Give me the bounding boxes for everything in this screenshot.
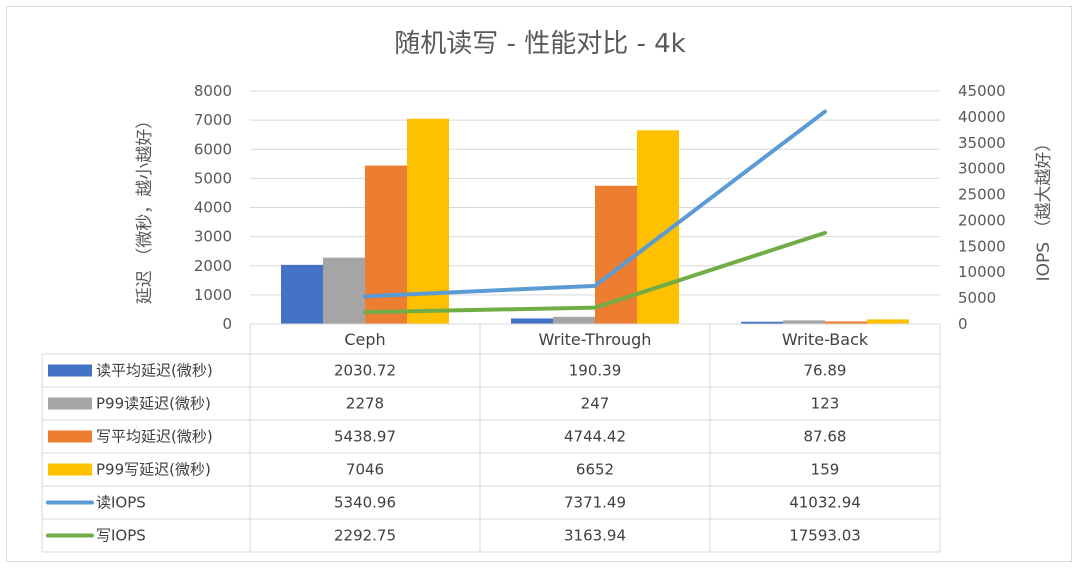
data-label: 2278	[346, 395, 384, 413]
bar	[511, 318, 553, 324]
y-left-tick-label: 3000	[194, 228, 232, 246]
bar	[281, 264, 323, 324]
data-label: 4744.42	[564, 428, 626, 446]
data-label: 247	[581, 395, 610, 413]
y-right-tick-label: 5000	[958, 289, 996, 307]
legend-label: 写平均延迟(微秒)	[96, 428, 213, 446]
data-label: 5438.97	[334, 428, 396, 446]
data-label: 5340.96	[334, 494, 396, 512]
y-right-tick-label: 20000	[958, 211, 1006, 229]
legend-swatch	[48, 364, 92, 377]
y-right-tick-label: 10000	[958, 263, 1006, 281]
bar	[741, 321, 783, 324]
legend-label: 读平均延迟(微秒)	[96, 362, 213, 380]
category-label: Ceph	[344, 330, 385, 349]
legend-swatch	[48, 430, 92, 443]
bar	[595, 185, 637, 324]
y-left-tick-label: 6000	[194, 140, 232, 158]
bar	[867, 319, 909, 324]
bar	[323, 257, 365, 324]
legend-label: 读IOPS	[96, 494, 146, 512]
y-left-axis-title: 延迟 （微秒，越小越好）	[135, 112, 155, 304]
legend-swatch	[48, 397, 92, 410]
bar	[407, 118, 449, 324]
category-label: Write-Back	[782, 330, 869, 349]
y-right-tick-label: 25000	[958, 186, 1006, 204]
y-left-tick-label: 8000	[194, 82, 232, 100]
legend-swatch	[48, 463, 92, 476]
y-left-tick-label: 2000	[194, 257, 232, 275]
data-label: 2292.75	[334, 527, 396, 545]
y-right-axis-title: IOPS （越大越好）	[1034, 135, 1054, 282]
data-label: 2030.72	[334, 362, 396, 380]
y-left-tick-label: 5000	[194, 169, 232, 187]
data-label: 190.39	[569, 362, 622, 380]
y-right-tick-label: 45000	[958, 82, 1006, 100]
data-label: 17593.03	[789, 527, 861, 545]
chart-frame	[6, 6, 1072, 562]
y-left-tick-label: 7000	[194, 111, 232, 129]
data-label: 6652	[576, 461, 614, 479]
bar	[825, 321, 867, 324]
data-label: 7371.49	[564, 494, 626, 512]
y-left-tick-label: 1000	[194, 286, 232, 304]
series-line	[363, 230, 827, 315]
data-label: 123	[811, 395, 840, 413]
y-left-tick-label: 0	[222, 315, 232, 333]
data-label: 76.89	[804, 362, 847, 380]
bar	[365, 165, 407, 324]
y-right-tick-label: 0	[958, 315, 968, 333]
chart-title: 随机读写 - 性能对比 - 4k	[394, 29, 685, 59]
y-right-tick-label: 40000	[958, 108, 1006, 126]
data-label: 3163.94	[564, 527, 626, 545]
y-right-tick-label: 35000	[958, 134, 1006, 152]
data-label: 159	[811, 461, 840, 479]
legend-label: P99读延迟(微秒)	[96, 395, 211, 413]
bar	[553, 316, 595, 324]
bar	[783, 320, 825, 324]
y-left-tick-label: 4000	[194, 199, 232, 217]
legend-label: P99写延迟(微秒)	[96, 461, 211, 479]
category-label: Write-Through	[539, 330, 652, 349]
data-label: 41032.94	[789, 494, 861, 512]
data-label: 7046	[346, 461, 384, 479]
y-right-tick-label: 30000	[958, 160, 1006, 178]
series-line	[363, 109, 827, 299]
legend-label: 写IOPS	[96, 527, 146, 545]
data-label: 87.68	[804, 428, 847, 446]
y-right-tick-label: 15000	[958, 237, 1006, 255]
